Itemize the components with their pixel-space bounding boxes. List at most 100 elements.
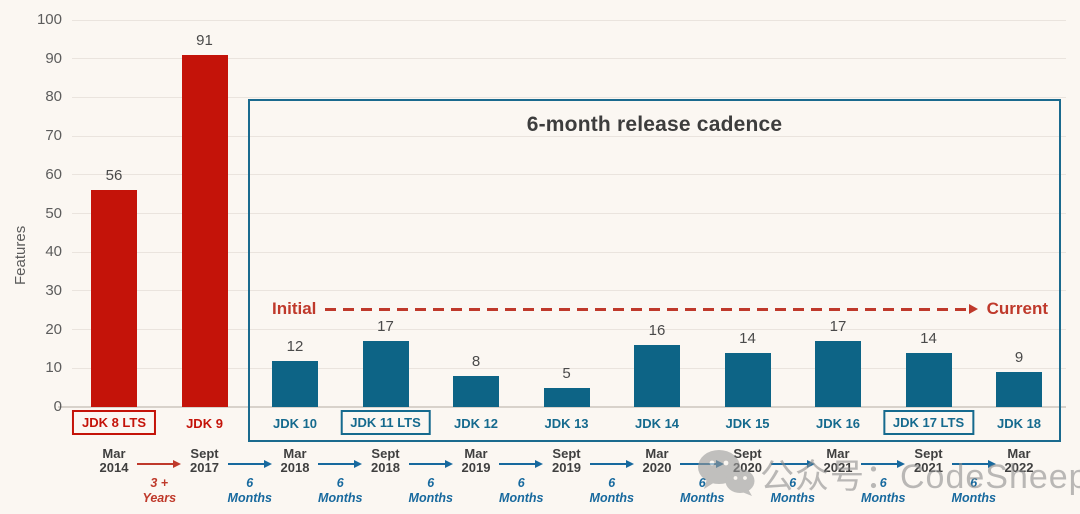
duration-value: 6 [789, 476, 797, 490]
duration-unit: Months [318, 491, 363, 505]
bar-value-label: 8 [471, 353, 481, 371]
dashed-arrow-line [325, 307, 967, 311]
timeline-date: Mar 2019 [461, 446, 491, 476]
interval-arrow [137, 459, 182, 469]
gridline [72, 367, 1066, 369]
y-tick-label: 70 [45, 127, 62, 145]
arrowhead-icon [716, 460, 725, 468]
timeline-month: Mar [1007, 446, 1031, 461]
bar-value-label: 14 [920, 329, 937, 347]
timeline-date: Sept 2018 [371, 446, 400, 476]
y-tick-label: 40 [45, 243, 62, 261]
bar-jdk-14 [634, 345, 680, 407]
gridline [72, 329, 1066, 331]
y-tick-label: 50 [45, 204, 62, 222]
interval-duration-label: 6 Months [680, 476, 724, 506]
arrow-shaft [680, 462, 717, 466]
arrow-shaft [499, 462, 536, 466]
timeline-date: Mar 2022 [1004, 446, 1034, 476]
y-tick-label: 10 [45, 359, 62, 377]
timeline-year: 2017 [190, 460, 219, 476]
duration-unit: Months [589, 491, 634, 505]
timeline-year: 2019 [461, 460, 491, 476]
bar-jdk-9 [181, 54, 228, 407]
timeline-year: 2018 [371, 460, 400, 476]
cadence-title: 6-month release cadence [526, 113, 783, 136]
bar-value-label: 56 [105, 167, 123, 185]
bar-jdk-13 [543, 387, 590, 407]
arrowhead-icon [968, 304, 978, 314]
bar-jdk-18 [996, 372, 1042, 407]
timeline-date: Sept 2020 [733, 446, 762, 476]
duration-value: 6 [246, 476, 254, 490]
arrow-shaft [227, 462, 264, 466]
interval-arrow [408, 459, 453, 469]
x-axis-label-jdk-10: JDK 10 [272, 416, 318, 431]
arrowhead-icon [444, 460, 453, 468]
interval-arrow [770, 459, 815, 469]
timeline-month: Sept [552, 446, 581, 461]
gridline [72, 290, 1066, 292]
timeline-year: 2019 [552, 460, 581, 476]
timeline-date: Mar 2018 [281, 446, 310, 476]
duration-unit: Months [951, 491, 996, 505]
duration-unit: Months [499, 491, 544, 505]
gridline [72, 58, 1066, 60]
x-axis-label-jdk-14: JDK 14 [634, 416, 680, 431]
cadence-annotation: Initial Current [272, 298, 1048, 320]
timeline-year: 2022 [1004, 460, 1034, 476]
timeline-year: 2014 [99, 460, 129, 476]
bar-value-label: 5 [562, 364, 571, 382]
timeline-month: Mar [283, 446, 307, 461]
gridline [72, 174, 1066, 176]
y-tick-label: 0 [53, 398, 62, 415]
x-axis-label-jdk-17-lts: JDK 17 LTS [882, 410, 975, 435]
interval-duration-label: 6 Months [228, 476, 272, 506]
arrowhead-icon [625, 460, 634, 468]
timeline-date: Sept 2021 [914, 446, 943, 476]
bar-jdk-8-lts [91, 190, 137, 407]
arrow-shaft [318, 462, 355, 466]
interval-duration-label: 6 Months [318, 476, 362, 506]
arrowhead-icon [897, 460, 906, 468]
gridline [72, 135, 1066, 137]
arrow-shaft [589, 462, 626, 466]
arrow-shaft [770, 462, 807, 466]
bar-value-label: 17 [829, 318, 847, 336]
bar-jdk-15 [724, 352, 771, 407]
timeline-month: Sept [371, 446, 400, 461]
arrowhead-icon [173, 460, 182, 468]
x-axis-label-jdk-8-lts: JDK 8 LTS [71, 410, 157, 435]
interval-arrow [589, 459, 634, 469]
timeline-month: Sept [733, 446, 762, 461]
duration-value: 6 [517, 476, 525, 490]
x-axis-label-jdk-15: JDK 15 [725, 416, 770, 431]
arrowhead-icon [987, 460, 996, 468]
interval-duration-label: 6 Months [952, 476, 996, 506]
x-axis-label-jdk-11-lts: JDK 11 LTS [340, 410, 431, 435]
timeline-month: Sept [914, 446, 943, 461]
timeline-date: Sept 2017 [190, 446, 219, 476]
interval-duration-label: 3 + Years [142, 476, 176, 506]
duration-unit: Months [861, 491, 906, 505]
duration-unit: Months [408, 491, 453, 505]
interval-duration-label: 6 Months [861, 476, 905, 506]
bar-jdk-11-lts [362, 341, 409, 407]
interval-arrow [861, 459, 906, 469]
timeline-month: Mar [102, 446, 126, 461]
arrowhead-icon [263, 460, 272, 468]
timeline-month: Mar [645, 446, 669, 461]
duration-value: 6 [427, 476, 435, 490]
duration-unit: Years [142, 491, 177, 505]
arrowhead-icon [354, 460, 363, 468]
interval-duration-label: 6 Months [771, 476, 815, 506]
gridline [72, 96, 1066, 98]
y-tick-label: 90 [45, 49, 62, 67]
duration-value: 3 + [150, 476, 169, 490]
interval-arrow [499, 459, 544, 469]
timeline-date: Mar 2021 [824, 446, 853, 476]
gridline [72, 19, 1066, 21]
y-tick-label: 60 [45, 165, 62, 183]
timeline-year: 2021 [914, 460, 943, 476]
arrow-shaft [861, 462, 898, 466]
